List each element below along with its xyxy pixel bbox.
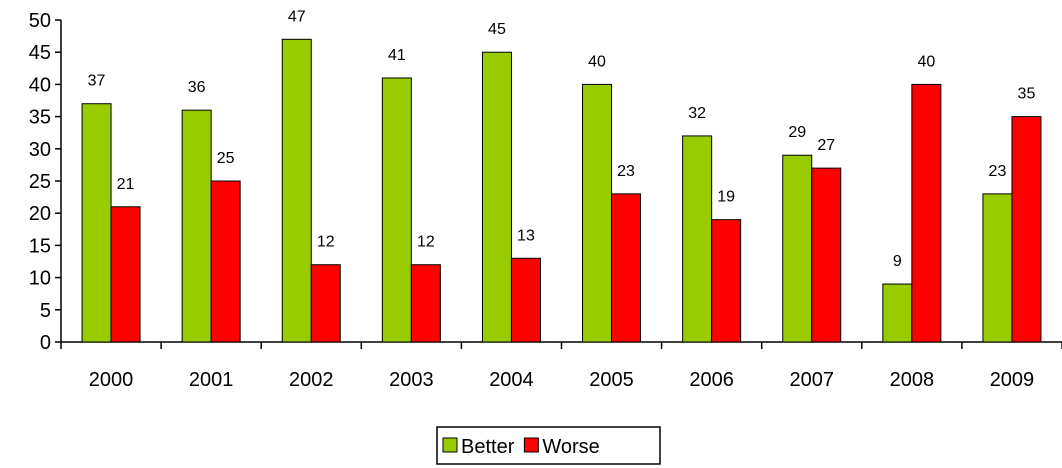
x-tick-label: 2002: [289, 369, 334, 391]
y-axis: 0 5 10 15 20 25 30 35 40 45 50: [29, 10, 62, 354]
y-tick-label: 45: [29, 42, 51, 64]
legend-label-better: Better: [461, 436, 515, 458]
data-label: 47: [288, 8, 306, 25]
data-label: 12: [317, 234, 335, 251]
bars: [81, 38, 1042, 343]
x-tick-label: 2000: [89, 369, 134, 391]
y-tick-label: 15: [29, 235, 51, 257]
bar-worse: [611, 193, 642, 343]
legend-swatch-worse: [523, 437, 539, 453]
data-label: 23: [617, 163, 635, 180]
data-label: 45: [488, 21, 506, 38]
y-tick-label: 20: [29, 203, 51, 225]
data-label: 27: [817, 137, 835, 154]
bar-better: [181, 109, 212, 343]
bar-better: [582, 83, 613, 343]
y-tick-label: 50: [29, 10, 51, 32]
data-label: 19: [717, 189, 735, 206]
data-label: 12: [417, 234, 435, 251]
data-label: 36: [188, 79, 206, 96]
bar-worse: [811, 167, 842, 343]
bar-better: [982, 193, 1013, 343]
data-label: 32: [688, 105, 706, 122]
data-label: 13: [517, 227, 535, 244]
data-label: 37: [88, 73, 106, 90]
data-label: 41: [388, 47, 406, 64]
bar-better: [882, 283, 913, 343]
x-tick-label: 2006: [689, 369, 734, 391]
data-label: 23: [989, 163, 1007, 180]
x-tick-label: 2001: [189, 369, 234, 391]
bar-worse: [1011, 116, 1042, 343]
bar-better: [782, 154, 813, 343]
bar-worse: [510, 257, 541, 343]
legend: Better Worse: [436, 426, 661, 465]
x-tick-label: 2003: [389, 369, 434, 391]
y-tick-label: 40: [29, 74, 51, 96]
bar-better: [281, 38, 312, 343]
legend-swatch-better: [442, 437, 458, 453]
y-tick-label: 30: [29, 139, 51, 161]
y-tick-label: 25: [29, 171, 51, 193]
bar-worse: [410, 264, 441, 343]
data-label: 25: [217, 150, 235, 167]
y-tick-label: 35: [29, 107, 51, 129]
x-tick-label: 2007: [790, 369, 835, 391]
x-axis: 2000 2001 2002 2003 2004 2005 2006 2007 2008 2009: [60, 341, 1062, 391]
y-tick-label: 5: [40, 300, 51, 322]
y-tick-label: 0: [40, 332, 51, 354]
legend-label-worse: Worse: [542, 436, 599, 458]
legend-box: [436, 426, 661, 465]
bar-better: [682, 135, 713, 343]
bar-better: [481, 51, 512, 343]
data-labels: 37 21 36 25 47 12 41 12 45 13 40 23 32 19 29 27 9 40 23 35: [88, 8, 1036, 270]
bar-worse: [310, 264, 341, 343]
bar-better: [381, 77, 412, 343]
y-tick-label: 10: [29, 268, 51, 290]
x-tick-label: 2008: [890, 369, 935, 391]
bar-better: [81, 103, 112, 343]
bar-worse: [110, 206, 141, 343]
x-tick-label: 2009: [990, 369, 1035, 391]
bar-worse: [711, 219, 742, 343]
data-label: 21: [117, 176, 135, 193]
data-label: 40: [588, 53, 606, 70]
x-tick-label: 2004: [489, 369, 534, 391]
data-label: 9: [893, 253, 902, 270]
data-label: 29: [788, 124, 806, 141]
x-tick-label: 2005: [589, 369, 634, 391]
data-label: 40: [917, 53, 935, 70]
bar-worse: [210, 180, 241, 343]
bar-worse: [911, 83, 942, 343]
data-label: 35: [1018, 86, 1036, 103]
